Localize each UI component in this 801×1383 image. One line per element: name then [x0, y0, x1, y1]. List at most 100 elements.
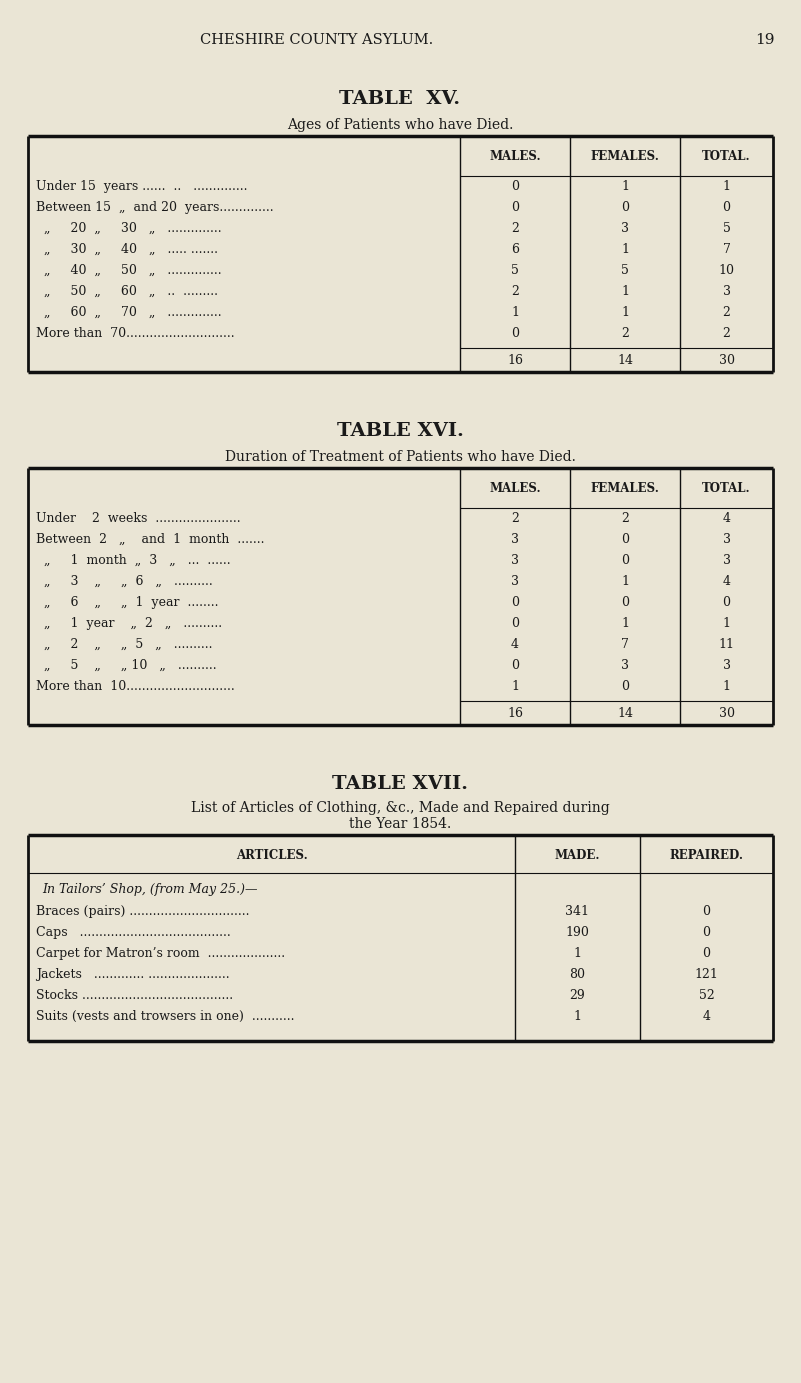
Text: FEMALES.: FEMALES. [590, 483, 659, 495]
Text: 7: 7 [621, 638, 629, 651]
Text: the Year 1854.: the Year 1854. [349, 817, 451, 831]
Text: „     1  month  „  3   „   ...  ......: „ 1 month „ 3 „ ... ...... [36, 555, 231, 567]
Text: „     40  „     50   „   ..............: „ 40 „ 50 „ .............. [36, 264, 222, 277]
Text: 30: 30 [718, 707, 735, 721]
Text: Suits (vests and trowsers in one)  ...........: Suits (vests and trowsers in one) ......… [36, 1010, 295, 1023]
Text: 4: 4 [723, 512, 731, 526]
Text: 5: 5 [511, 264, 519, 277]
Text: 30: 30 [718, 354, 735, 366]
Text: 0: 0 [511, 660, 519, 672]
Text: MALES.: MALES. [489, 483, 541, 495]
Text: 4: 4 [511, 638, 519, 651]
Text: 0: 0 [702, 904, 710, 918]
Text: 1: 1 [723, 617, 731, 631]
Text: 5: 5 [621, 264, 629, 277]
Text: „     60  „     70   „   ..............: „ 60 „ 70 „ .............. [36, 306, 222, 319]
Text: ARTICLES.: ARTICLES. [235, 849, 308, 862]
Text: TABLE XVI.: TABLE XVI. [336, 422, 464, 440]
Text: 4: 4 [702, 1010, 710, 1023]
Text: 3: 3 [511, 575, 519, 588]
Text: 2: 2 [723, 306, 731, 319]
Text: „     50  „     60   „   ..  .........: „ 50 „ 60 „ .. ......... [36, 285, 218, 297]
Text: „     5    „     „ 10   „   ..........: „ 5 „ „ 10 „ .......... [36, 660, 216, 672]
Text: 1: 1 [621, 617, 629, 631]
Text: 1: 1 [621, 180, 629, 194]
Text: TOTAL.: TOTAL. [702, 483, 751, 495]
Text: 0: 0 [702, 947, 710, 960]
Text: 14: 14 [617, 354, 633, 366]
Text: 1: 1 [723, 180, 731, 194]
Text: In Tailors’ Shop, (from May 25.)—: In Tailors’ Shop, (from May 25.)— [42, 882, 257, 896]
Text: 29: 29 [570, 989, 586, 1003]
Text: Between 15  „  and 20  years..............: Between 15 „ and 20 years.............. [36, 201, 274, 214]
Text: 14: 14 [617, 707, 633, 721]
Text: Stocks .......................................: Stocks .................................… [36, 989, 233, 1003]
Text: TABLE  XV.: TABLE XV. [340, 90, 461, 108]
Text: „     30  „     40   „   ..... .......: „ 30 „ 40 „ ..... ....... [36, 243, 218, 256]
Text: FEMALES.: FEMALES. [590, 149, 659, 163]
Text: „     6    „     „  1  year  ........: „ 6 „ „ 1 year ........ [36, 596, 219, 609]
Text: 10: 10 [718, 264, 735, 277]
Text: Jackets   ............. .....................: Jackets ............. ..................… [36, 968, 230, 981]
Text: 0: 0 [511, 596, 519, 609]
Text: MALES.: MALES. [489, 149, 541, 163]
Text: 0: 0 [511, 180, 519, 194]
Text: 5: 5 [723, 223, 731, 235]
Text: Ages of Patients who have Died.: Ages of Patients who have Died. [287, 118, 513, 131]
Text: 80: 80 [570, 968, 586, 981]
Text: 0: 0 [621, 680, 629, 693]
Text: Braces (pairs) ...............................: Braces (pairs) .........................… [36, 904, 249, 918]
Text: 1: 1 [723, 680, 731, 693]
Text: 1: 1 [511, 306, 519, 319]
Text: CHESHIRE COUNTY ASYLUM.: CHESHIRE COUNTY ASYLUM. [200, 33, 433, 47]
Text: Duration of Treatment of Patients who have Died.: Duration of Treatment of Patients who ha… [224, 449, 575, 465]
Text: 0: 0 [723, 596, 731, 609]
Text: 1: 1 [621, 575, 629, 588]
Text: 0: 0 [723, 201, 731, 214]
Text: 3: 3 [621, 660, 629, 672]
Text: 7: 7 [723, 243, 731, 256]
Text: 16: 16 [507, 707, 523, 721]
Text: 0: 0 [621, 532, 629, 546]
Text: 341: 341 [566, 904, 590, 918]
Text: 0: 0 [621, 201, 629, 214]
Text: MADE.: MADE. [555, 849, 600, 862]
Text: 1: 1 [574, 947, 582, 960]
Text: List of Articles of Clothing, &c., Made and Repaired during: List of Articles of Clothing, &c., Made … [191, 801, 610, 815]
Text: Carpet for Matron’s room  ....................: Carpet for Matron’s room ...............… [36, 947, 285, 960]
Text: 0: 0 [511, 201, 519, 214]
Text: 3: 3 [723, 555, 731, 567]
Text: 3: 3 [723, 660, 731, 672]
Text: 190: 190 [566, 927, 590, 939]
Text: 2: 2 [621, 326, 629, 340]
Text: 1: 1 [574, 1010, 582, 1023]
Text: 3: 3 [621, 223, 629, 235]
Text: 2: 2 [511, 512, 519, 526]
Text: More than  70............................: More than 70............................ [36, 326, 235, 340]
Text: Under 15  years ......  ..   ..............: Under 15 years ...... .. .............. [36, 180, 248, 194]
Text: „     1  year    „  2   „   ..........: „ 1 year „ 2 „ .......... [36, 617, 222, 631]
Text: „     2    „     „  5   „   ..........: „ 2 „ „ 5 „ .......... [36, 638, 212, 651]
Text: 0: 0 [511, 326, 519, 340]
Text: 2: 2 [723, 326, 731, 340]
Text: 52: 52 [698, 989, 714, 1003]
Text: 3: 3 [511, 532, 519, 546]
Text: 1: 1 [621, 243, 629, 256]
Text: REPAIRED.: REPAIRED. [670, 849, 743, 862]
Text: 0: 0 [702, 927, 710, 939]
Text: 1: 1 [621, 306, 629, 319]
Text: 0: 0 [621, 596, 629, 609]
Text: „     3    „     „  6   „   ..........: „ 3 „ „ 6 „ .......... [36, 575, 213, 588]
Text: Under    2  weeks  ......................: Under 2 weeks ...................... [36, 512, 240, 526]
Text: 0: 0 [621, 555, 629, 567]
Text: 16: 16 [507, 354, 523, 366]
Text: 121: 121 [694, 968, 718, 981]
Text: 2: 2 [621, 512, 629, 526]
Text: 1: 1 [511, 680, 519, 693]
Text: 2: 2 [511, 285, 519, 297]
Text: 3: 3 [511, 555, 519, 567]
Text: „     20  „     30   „   ..............: „ 20 „ 30 „ .............. [36, 223, 222, 235]
Text: 1: 1 [621, 285, 629, 297]
Text: Caps   .......................................: Caps ...................................… [36, 927, 231, 939]
Text: 0: 0 [511, 617, 519, 631]
